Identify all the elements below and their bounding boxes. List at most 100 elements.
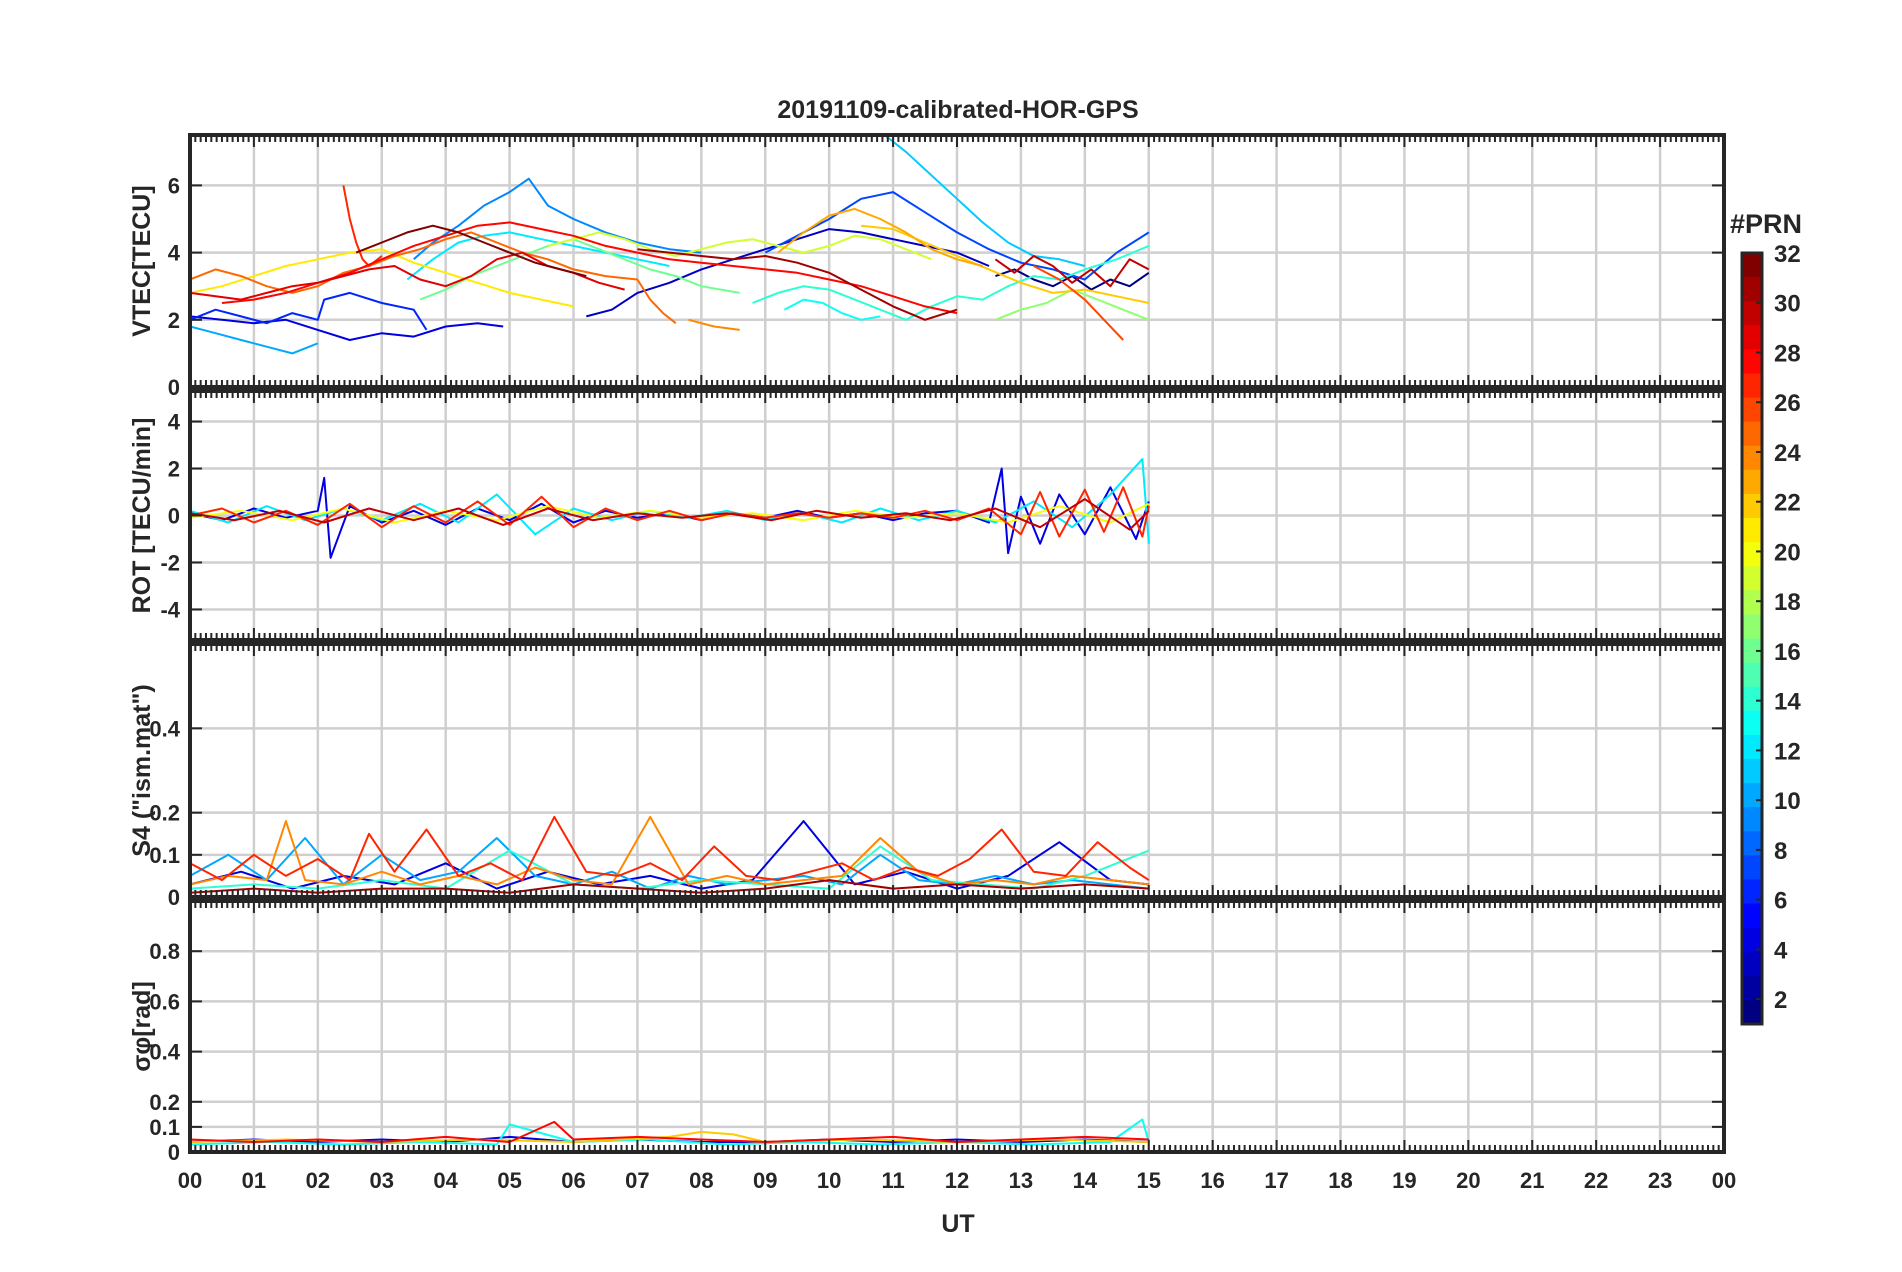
x-tick-label: 10 [817, 1168, 841, 1193]
series-line-prn-12 [406, 231, 670, 281]
y-tick-label: -2 [160, 550, 180, 575]
x-tick-label: 03 [370, 1168, 394, 1193]
colorbar-band [1742, 277, 1762, 302]
series-line-prn-30 [994, 255, 1150, 288]
y-axis-label: σφ[rad] [128, 981, 156, 1072]
chart-title: 20191109-calibrated-HOR-GPS [777, 96, 1138, 124]
series-line-prn-26 [1033, 265, 1124, 341]
colorbar-tick-label: 2 [1774, 987, 1787, 1014]
series-group [190, 815, 1150, 894]
series-line-prn-30 [190, 498, 1150, 531]
colorbar-band [1742, 686, 1762, 712]
x-tick-label: 15 [1137, 1168, 1161, 1193]
series-line-prn-22 [860, 224, 1150, 304]
y-tick-label: 0.4 [149, 716, 180, 741]
y-tick-label: -4 [160, 597, 180, 622]
x-tick-label: 09 [753, 1168, 777, 1193]
colorbar-band [1742, 349, 1762, 375]
x-tick-label: 14 [1073, 1168, 1098, 1193]
y-axis-label: S4 ("ism.mat") [128, 684, 156, 856]
y-tick-label: 0.1 [149, 1115, 180, 1140]
colorbar-band [1742, 518, 1762, 543]
colorbar-tick-label: 28 [1774, 340, 1801, 367]
panel-sigma_phi: 00.10.2 0.4 0.6 0.8 σφ[rad] [128, 899, 1726, 1165]
colorbar-band [1742, 951, 1762, 977]
colorbar-band [1742, 734, 1762, 760]
colorbar-tick-label: 24 [1774, 440, 1801, 467]
y-tick-label: 0.8 [149, 939, 180, 964]
x-tick-label: 00 [1712, 1168, 1736, 1193]
x-tick-label: 11 [881, 1168, 904, 1193]
x-tick-label: 21 [1520, 1168, 1544, 1193]
colorbar-band [1742, 855, 1762, 881]
colorbar-tick-label: 10 [1774, 788, 1801, 815]
x-tick-label: 04 [433, 1168, 458, 1193]
y-tick-label: 4 [168, 241, 181, 266]
colorbar-band [1742, 445, 1762, 471]
series-group [190, 135, 1150, 355]
colorbar-band [1742, 975, 1762, 1001]
colorbar-band [1742, 493, 1762, 519]
x-tick-label: 02 [306, 1168, 330, 1193]
series-line-prn-23 [777, 207, 983, 267]
series-group [190, 458, 1150, 559]
x-tick-label: 06 [561, 1168, 585, 1193]
y-axis-label: VTEC[TECU] [128, 185, 156, 336]
colorbar-band [1742, 614, 1762, 640]
colorbar-band [1742, 373, 1762, 399]
colorbar-band [1742, 831, 1762, 856]
colorbar-band [1742, 469, 1762, 495]
x-tick-labels: 00 01 02 03 04 05 06 07 08 09 10 11 12 13 14 15 16 17 18 19… [178, 1168, 1736, 1193]
x-tick-label: 01 [242, 1168, 266, 1193]
axes-frame [188, 642, 1726, 899]
series-line-prn-13 [783, 298, 881, 321]
y-tick-label: 0 [168, 1140, 180, 1165]
x-axis-label: UT [941, 1210, 974, 1238]
y-tick-label: 6 [168, 173, 180, 198]
series-line-prn-4 [190, 315, 504, 341]
axes-frame [188, 133, 1726, 389]
colorbar-tick-label: 8 [1774, 838, 1787, 865]
colorbar-band [1742, 638, 1762, 664]
series-line-prn-31 [637, 248, 958, 321]
series-line-prn-14 [190, 845, 1150, 890]
series-line-prn-6 [190, 291, 428, 331]
colorbar-band [1742, 783, 1762, 808]
colorbar-tick-label: 14 [1774, 689, 1801, 716]
colorbar-tick-label: 20 [1774, 539, 1801, 566]
series-line-prn-27 [190, 486, 1150, 538]
colorbar-band [1742, 879, 1762, 905]
x-tick-label: 05 [497, 1168, 521, 1193]
colorbar-tick-label: 22 [1774, 490, 1801, 517]
series-line-prn-28 [190, 1120, 1149, 1143]
series-line-prn-27 [190, 815, 1150, 882]
colorbar-band [1742, 662, 1762, 688]
x-tick-label: 00 [178, 1168, 202, 1193]
x-tick-label: 12 [945, 1168, 969, 1193]
y-tick-label: 0.2 [149, 801, 180, 826]
colorbar-band [1742, 421, 1762, 447]
colorbar-band [1742, 301, 1762, 326]
colorbar-title: #PRN [1730, 209, 1802, 239]
colorbar-tick-label: 12 [1774, 738, 1801, 765]
series-line-prn-24 [190, 815, 1149, 886]
colorbar-band [1742, 758, 1762, 784]
y-tick-label: 0 [168, 885, 180, 910]
x-tick-label: 17 [1264, 1168, 1288, 1193]
x-tick-label: 23 [1648, 1168, 1672, 1193]
x-tick-label: 20 [1456, 1168, 1480, 1193]
series-line-prn-10 [190, 325, 319, 355]
x-tick-label: 22 [1584, 1168, 1608, 1193]
x-tick-label: 13 [1009, 1168, 1033, 1193]
y-tick-label: 0.6 [149, 989, 180, 1014]
colorbar-band [1742, 325, 1762, 350]
colorbar-band [1742, 927, 1762, 953]
colorbar-band [1742, 253, 1762, 278]
colorbar-band [1742, 903, 1762, 929]
series-line-prn-7 [764, 191, 1150, 281]
series-line-prn-20 [190, 502, 1150, 524]
y-axis-label: ROT [TECU/min] [128, 418, 156, 614]
series-line-prn-28 [221, 221, 958, 315]
